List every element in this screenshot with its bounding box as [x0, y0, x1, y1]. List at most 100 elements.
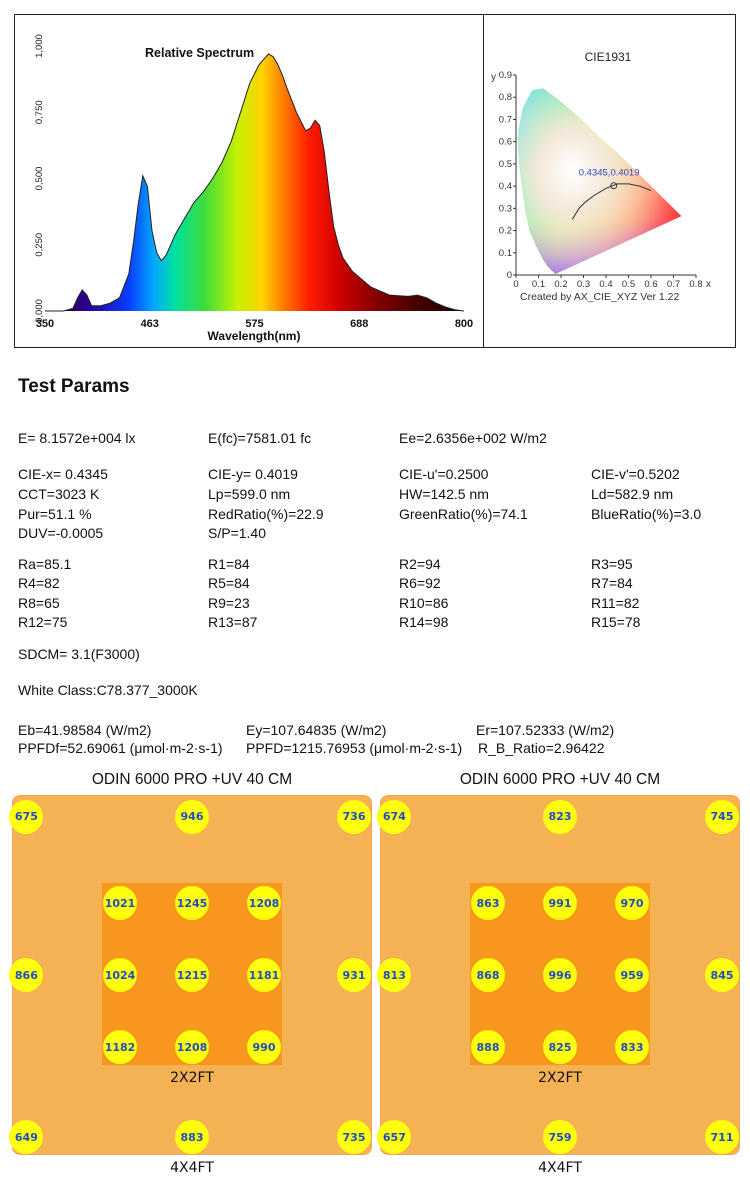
ppfd-reading: 1208	[175, 1030, 209, 1064]
ppfd-reading: 888	[471, 1030, 505, 1064]
cie-ylabel: y	[491, 72, 496, 83]
cie-title: CIE1931	[585, 50, 632, 64]
param-r1: R1=84	[208, 556, 250, 572]
spectrum-ytick-label: 1,000	[34, 34, 45, 58]
ppfd-reading: 813	[377, 958, 412, 992]
param-e: E= 8.1572e+004 lx	[18, 430, 136, 446]
cie-xtick-label: 0.2	[554, 279, 567, 290]
param-sp: S/P=1.40	[208, 525, 266, 541]
ppfd-reading: 649	[9, 1120, 44, 1154]
ppfd-reading: 675	[9, 799, 44, 834]
cie-xtick-label: 0.5	[622, 279, 635, 290]
cie-xtick-label: 0.1	[532, 279, 545, 290]
chromaticity-label: 0.4345,0.4019	[579, 168, 640, 179]
cie-xtick-label: 0.8	[689, 279, 702, 290]
param-r10: R10=86	[399, 595, 449, 611]
param-r15: R15=78	[591, 614, 641, 630]
param-r4: R4=82	[18, 575, 60, 591]
param-sdcm: SDCM= 3.1(F3000)	[18, 646, 140, 662]
ppfd-reading: 674	[377, 799, 412, 834]
chromaticity-point	[610, 182, 618, 190]
param-ppfd: PPFD=1215.76953 (μmol·m-2·s-1)	[246, 740, 463, 756]
ppfd-reading: 1181	[247, 958, 281, 992]
ppfd-reading: 991	[543, 886, 577, 920]
cie1931-chart: CIE1931 0 0.1 0.2 0.3 0.4 0.5 0.6 0.7 0.8 0 0.1 0.2…	[491, 50, 711, 303]
cie-ytick-label: 0.9	[499, 70, 512, 81]
ppfd-reading: 868	[471, 958, 505, 992]
param-r5: R5=84	[208, 575, 250, 591]
spectrum-xtick-label: 688	[350, 318, 368, 330]
cie-xtick-label: 0.3	[577, 279, 590, 290]
param-r12: R12=75	[18, 614, 68, 630]
param-white-class: White Class:C78.377_3000K	[18, 682, 198, 698]
cie-ytick-label: 0.6	[499, 137, 512, 148]
test-params-title: Test Params	[18, 376, 130, 397]
spectrum-xtick-label: 463	[141, 318, 159, 330]
ppfd-reading: 863	[471, 886, 505, 920]
heatmap-4x4-label: 4X4FT	[538, 1160, 582, 1176]
cie-xtick-label: 0.7	[667, 279, 680, 290]
spectrum-ytick-label: 0,750	[34, 100, 45, 124]
cie-ytick-label: 0	[507, 270, 512, 281]
param-r6: R6=92	[399, 575, 441, 591]
spectrum-line	[45, 53, 465, 312]
param-r3: R3=95	[591, 556, 633, 572]
cie-ytick-label: 0.4	[499, 181, 512, 192]
chart-frame	[14, 14, 736, 348]
param-r7: R7=84	[591, 575, 633, 591]
param-cct: CCT=3023 K	[18, 486, 100, 502]
heatmap-2x2-label: 2X2FT	[538, 1070, 582, 1087]
param-r9: R9=23	[208, 595, 250, 611]
ppfd-reading: 745	[705, 799, 739, 834]
param-red-ratio: RedRatio(%)=22.9	[208, 506, 324, 522]
ppfd-reading: 1215	[175, 958, 209, 992]
param-ppfdf: PPFDf=52.69061 (μmol·m-2·s-1)	[18, 740, 223, 756]
param-r14: R14=98	[399, 614, 449, 630]
spectrum-ytick-label: 0,250	[34, 233, 45, 257]
ppfd-reading: 883	[175, 1120, 209, 1154]
param-lp: Lp=599.0 nm	[208, 486, 291, 502]
ppfd-reading: 866	[9, 958, 44, 992]
param-hw: HW=142.5 nm	[399, 486, 489, 502]
ppfd-reading: 1021	[103, 886, 137, 920]
ppfd-reading: 931	[337, 958, 371, 992]
heatmap-title: ODIN 6000 PRO +UV 40 CM	[91, 771, 293, 788]
ppfd-reading: 946	[175, 799, 209, 834]
planckian-locus	[571, 183, 652, 220]
param-r2: R2=94	[399, 556, 441, 572]
param-ra: Ra=85.1	[18, 556, 72, 572]
spectrum-xtick-label: 575	[245, 318, 263, 330]
param-efc: E(fc)=7581.01 fc	[208, 430, 312, 446]
param-pur: Pur=51.1 %	[18, 506, 92, 522]
param-r11: R11=82	[591, 595, 640, 611]
cie-ytick-label: 0.3	[499, 203, 512, 214]
ppfd-reading: 657	[377, 1120, 412, 1154]
param-duv: DUV=-0.0005	[18, 525, 104, 541]
cie-ytick-label: 0.7	[499, 114, 512, 125]
cie-ytick-label: 0.1	[499, 248, 512, 259]
param-ey: Ey=107.64835 (W/m2)	[246, 722, 387, 738]
param-rb-ratio: R_B_Ratio=2.96422	[476, 740, 605, 756]
cie-ytick-label: 0.5	[499, 159, 512, 170]
param-ee: Ee=2.6356e+002 W/m2	[399, 430, 547, 446]
param-eb: Eb=41.98584 (W/m2)	[18, 722, 152, 738]
param-ld: Ld=582.9 nm	[591, 486, 674, 502]
ppfd-reading: 825	[543, 1030, 577, 1064]
spectrum-xtick-label: 800	[455, 318, 473, 330]
spectrum-xlabel: Wavelength(nm)	[208, 329, 301, 343]
ppfd-reading: 711	[705, 1120, 739, 1154]
cie-xtick-label: 0.4	[599, 279, 612, 290]
cie-xlabel: x	[706, 279, 711, 290]
ppfd-reading: 959	[615, 958, 649, 992]
ppfd-reading: 1024	[103, 958, 137, 992]
param-cieu: CIE-u'=0.2500	[399, 466, 489, 482]
ppfd-reading: 759	[543, 1120, 577, 1154]
spectrum-ytick-label: 0,000	[34, 299, 45, 323]
ppfd-reading: 1245	[175, 886, 209, 920]
chart-divider	[483, 14, 484, 348]
ppfd-reading: 990	[247, 1030, 281, 1064]
heatmap-4x4-label: 4X4FT	[170, 1160, 214, 1176]
ppfd-reading: 736	[337, 799, 371, 834]
param-r8: R8=65	[18, 595, 60, 611]
ppfd-reading: 845	[705, 958, 739, 992]
